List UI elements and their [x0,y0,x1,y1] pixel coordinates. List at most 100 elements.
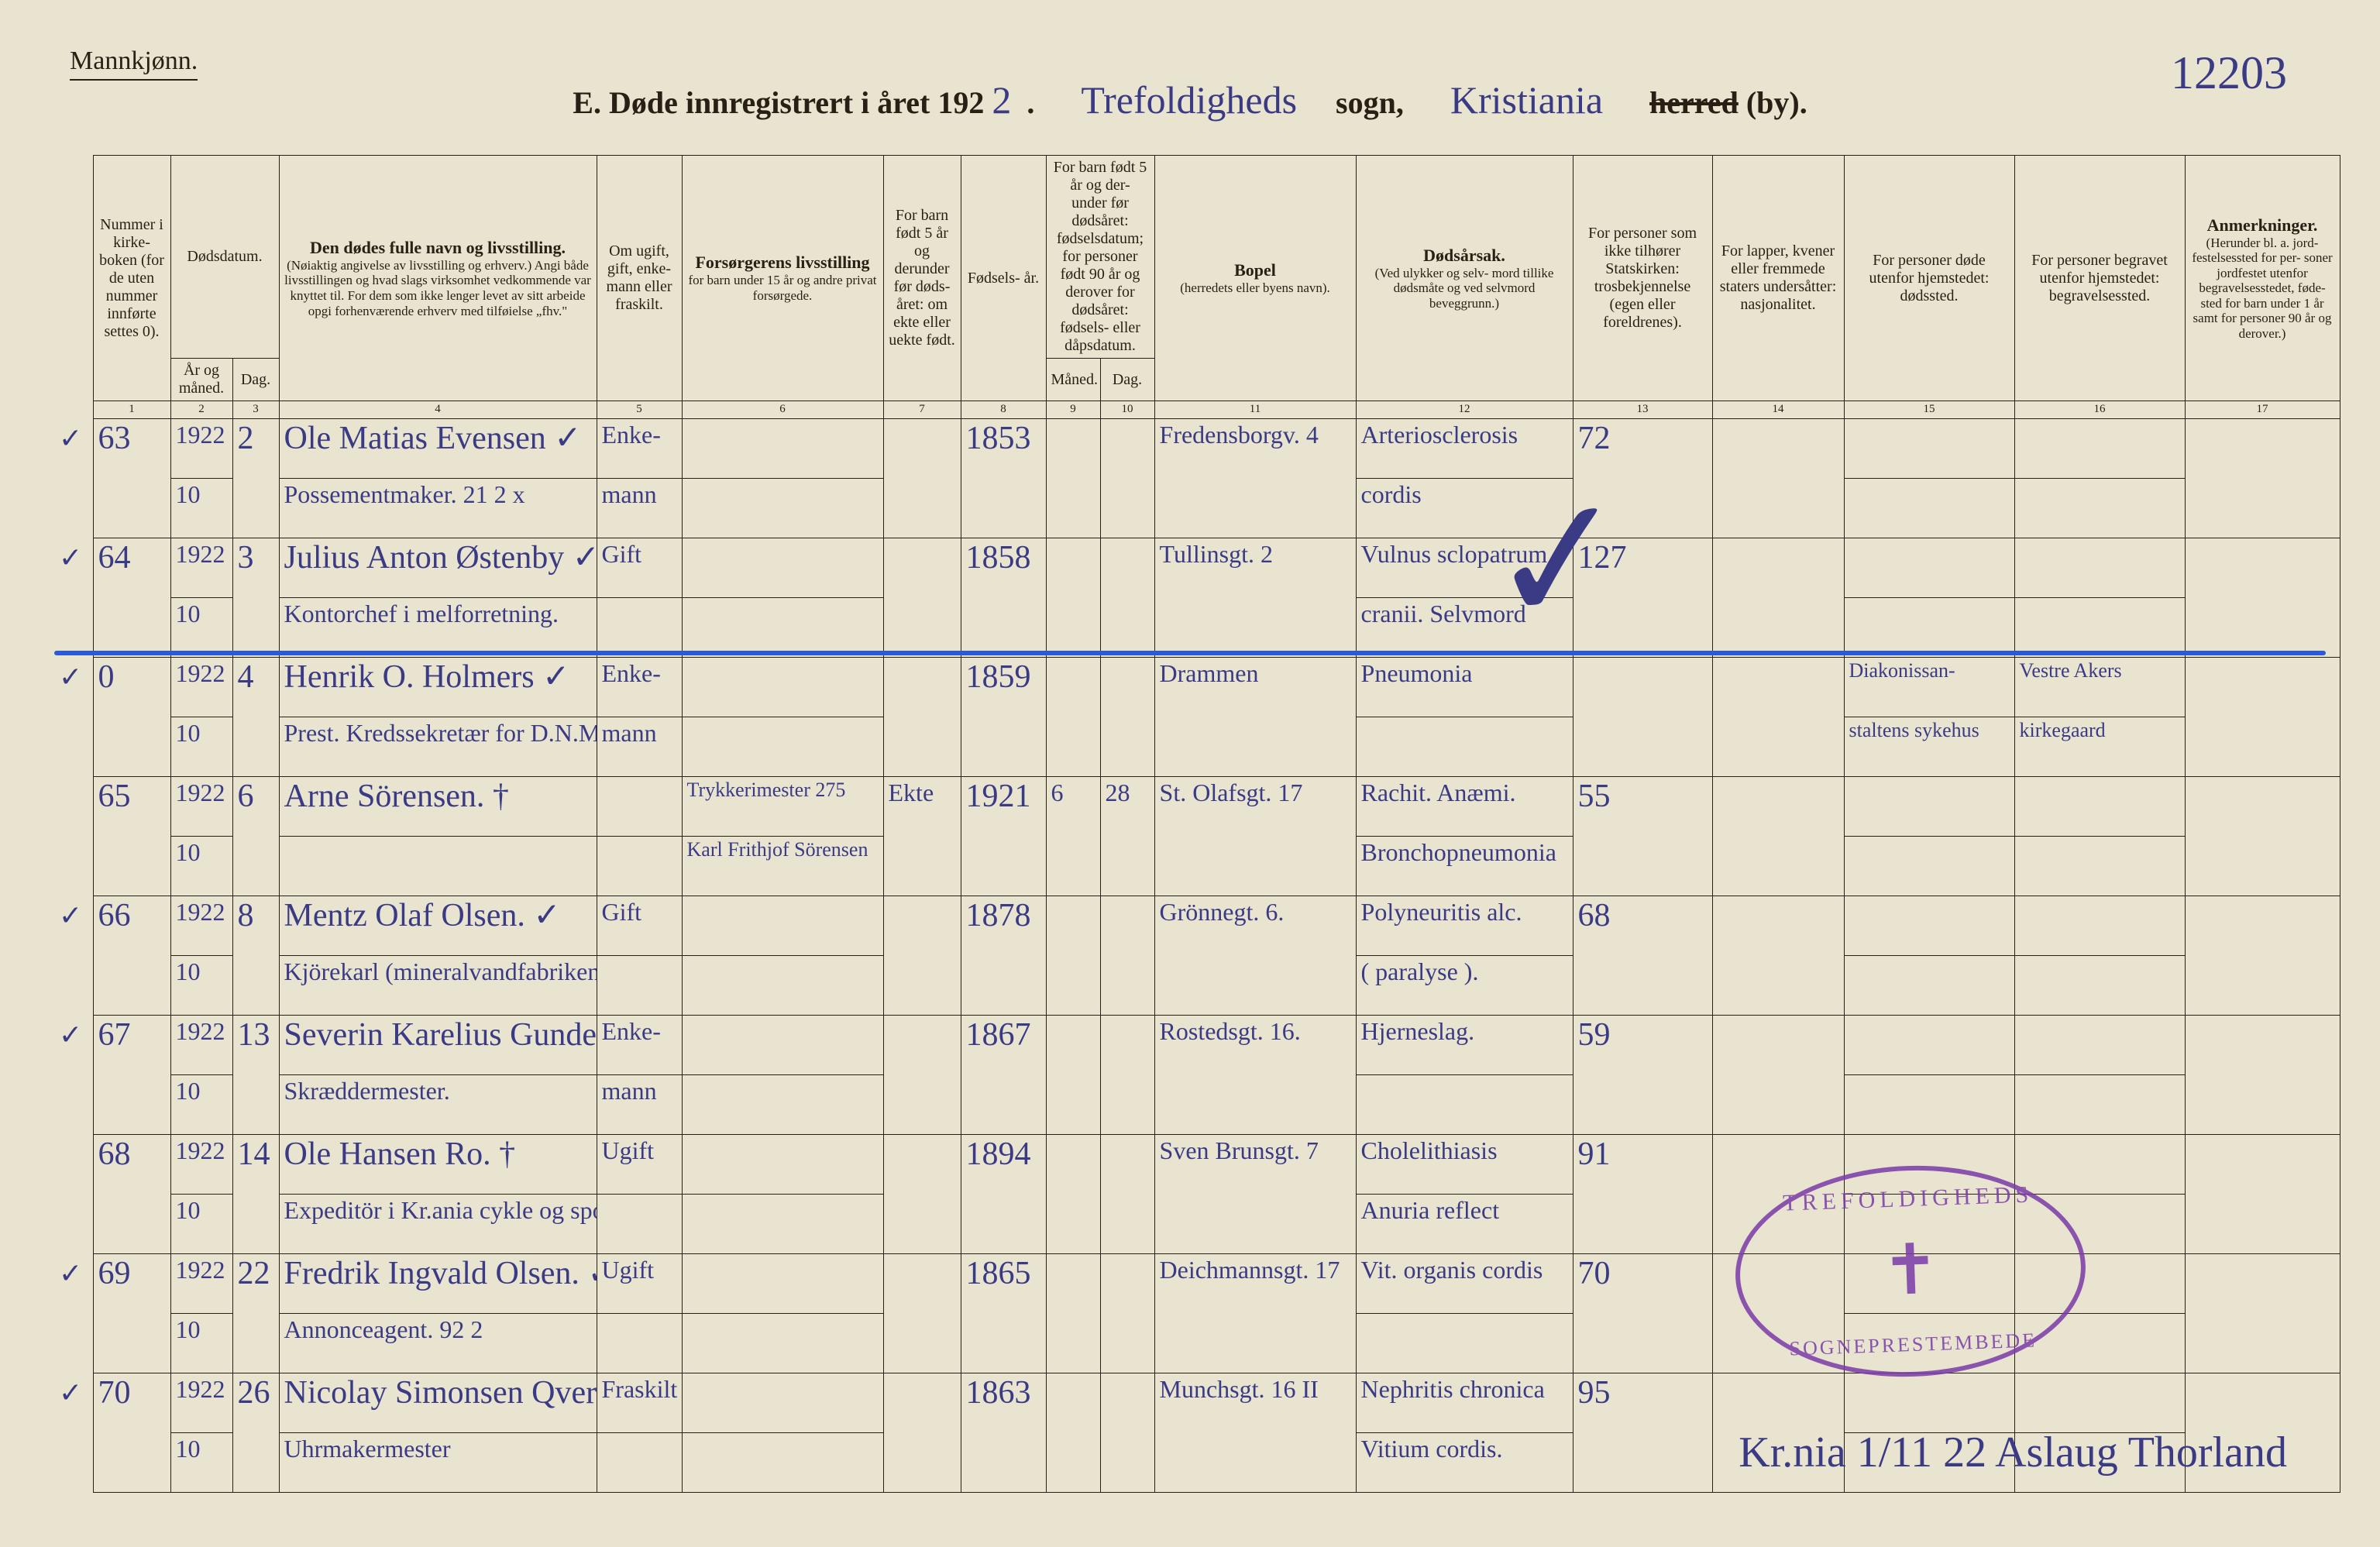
row-check: ✓ [54,658,93,777]
residence: Rostedsgt. 16. [1154,1016,1356,1135]
title-dot: . [1027,85,1034,120]
column-number: 8 [961,401,1046,419]
faith-or-number: 91 [1573,1135,1712,1254]
birth-month [1046,1373,1100,1493]
nationality [1712,658,1844,777]
hdr-birthdate: For barn født 5 år og der- under før død… [1046,156,1154,359]
birth-day [1100,658,1154,777]
provider-2 [682,956,883,1016]
hdr-name-bold: Den dødes fulle navn og livsstilling. [310,238,566,257]
hdr-legitimacy: For barn født 5 år og derunder før døds-… [883,156,961,401]
provider-2 [682,479,883,538]
row-check [54,1135,93,1254]
faith-or-number [1573,658,1712,777]
row-check: ✓ [54,1254,93,1373]
birth-month [1046,1016,1100,1135]
blue-strikethrough-line [54,651,2326,655]
column-number: 10 [1100,401,1154,419]
hdr-remarks: Anmerkninger. (Herunder bl. a. jord- fes… [2185,156,2340,401]
faith-or-number: 95 [1573,1373,1712,1493]
provider [682,1135,883,1195]
hdr-remarks-small: (Herunder bl. a. jord- festelsessted for… [2190,235,2335,342]
birth-year: 1867 [961,1016,1046,1135]
birth-year: 1859 [961,658,1046,777]
residence: Sven Brunsgt. 7 [1154,1135,1356,1254]
marital-status: Gift [597,896,682,956]
remarks [2185,896,2340,1016]
burial-place-2: kirkegaard [2014,717,2185,777]
death-month: 10 [170,1075,232,1135]
provider [682,419,883,479]
death-month: 10 [170,598,232,658]
death-month: 10 [170,1195,232,1254]
title-sogn-hw: Trefoldigheds [1073,78,1305,122]
column-number: 17 [2185,401,2340,419]
death-place-2 [1844,598,2014,658]
death-day: 26 [232,1373,279,1493]
provider-2: Karl Frithjof Sörensen [682,837,883,896]
provider-2 [682,717,883,777]
marital-status: Enke- [597,1016,682,1075]
death-place-2: staltens sykehus [1844,717,2014,777]
burial-place-2 [2014,837,2185,896]
death-place [1844,777,2014,837]
deceased-name: Henrik O. Holmers ✓ [279,658,597,717]
column-number: 16 [2014,401,2185,419]
death-place-2 [1844,1075,2014,1135]
nationality [1712,538,1844,658]
death-place [1844,1016,2014,1075]
provider-2 [682,1195,883,1254]
cause-of-death: Rachit. Anæmi. [1356,777,1573,837]
residence: Tullinsgt. 2 [1154,538,1356,658]
entry-number: 0 [93,658,170,777]
hdr-birth-day: Dag. [1100,359,1154,401]
death-year: 1922 [170,1135,232,1195]
burial-place-2 [2014,956,2185,1016]
legitimacy [883,1135,961,1254]
birth-day [1100,1373,1154,1493]
death-year: 1922 [170,896,232,956]
cause-of-death-2 [1356,1314,1573,1373]
deceased-occupation: Kjörekarl (mineralvandfabriken Nora) [279,956,597,1016]
death-place-2 [1844,837,2014,896]
birth-year: 1853 [961,419,1046,538]
provider: Trykkerimester 275 [682,777,883,837]
death-year: 1922 [170,1373,232,1433]
title-by: (by). [1746,85,1807,120]
burial-place [2014,538,2185,598]
nationality [1712,419,1844,538]
death-day: 2 [232,419,279,538]
legitimacy [883,658,961,777]
marital-status: Enke- [597,419,682,479]
hdr-provider: Forsørgerens livsstilling for barn under… [682,156,883,401]
page-title-line: E. Døde innregistrert i året 1922 . Tref… [0,77,2380,122]
column-number: 5 [597,401,682,419]
birth-year: 1921 [961,777,1046,896]
entry-number: 66 [93,896,170,1016]
hdr-burialplace: For personer begravet utenfor hjemstedet… [2014,156,2185,401]
death-day: 14 [232,1135,279,1254]
death-place-2 [1844,479,2014,538]
death-place [1844,896,2014,956]
death-day: 6 [232,777,279,896]
cause-of-death: Vit. organis cordis [1356,1254,1573,1314]
marital-status-2 [597,598,682,658]
remarks [2185,1016,2340,1135]
death-day: 13 [232,1016,279,1135]
legitimacy: Ekte [883,777,961,896]
title-herred-strike: herred [1649,85,1739,120]
hdr-faith: For personer som ikke tilhører Statskirk… [1573,156,1712,401]
deceased-name: Severin Karelius Gundersen ✓ [279,1016,597,1075]
column-number: 11 [1154,401,1356,419]
provider [682,1254,883,1314]
marital-status [597,777,682,837]
legitimacy [883,538,961,658]
large-checkmark-icon: ✓ [1479,455,1639,665]
marital-status-2: mann [597,717,682,777]
residence: Deichmannsgt. 17 [1154,1254,1356,1373]
burial-place [2014,896,2185,956]
death-place: Diakonissan- [1844,658,2014,717]
hdr-deathplace: For personer døde utenfor hjemstedet: dø… [1844,156,2014,401]
table-row: 6519226Arne Sörensen. †Trykkerimester 27… [54,777,2340,837]
legitimacy [883,419,961,538]
